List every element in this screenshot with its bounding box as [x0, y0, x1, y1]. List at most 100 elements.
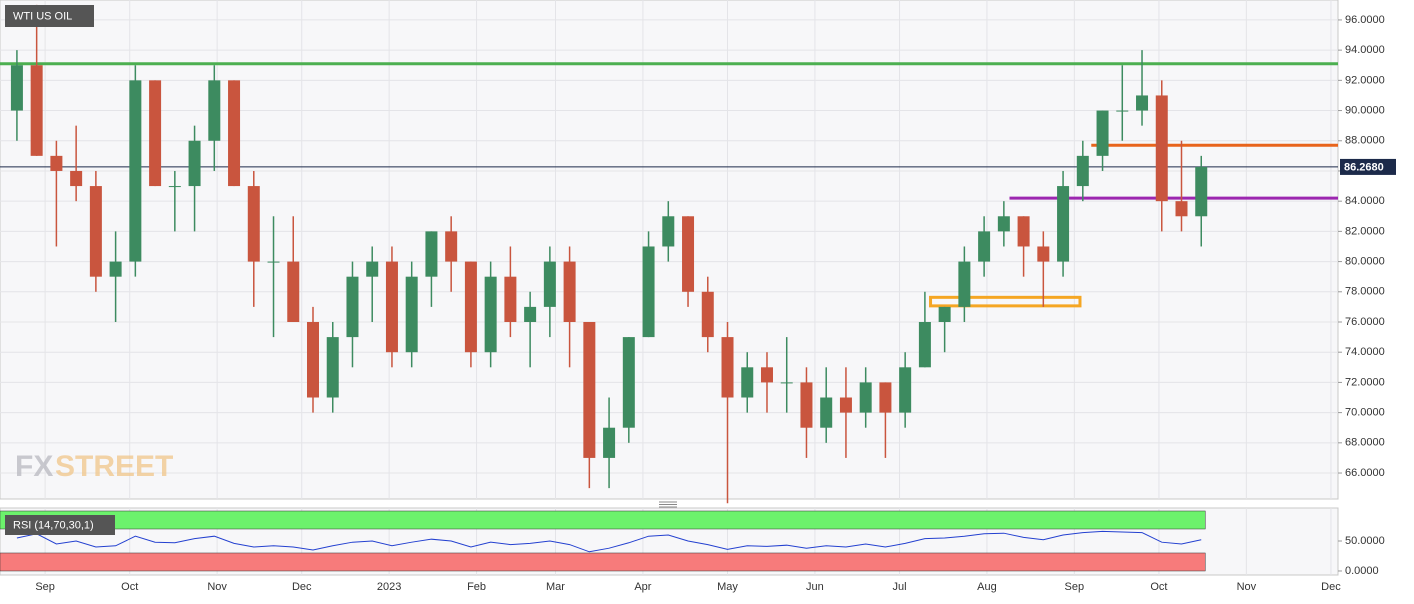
candle-body — [1037, 246, 1050, 262]
candle-body — [405, 276, 418, 353]
candle-body — [50, 155, 63, 171]
candle-body — [642, 246, 655, 338]
candle-body — [504, 276, 517, 322]
labels: Sep Oct Nov Dec 2023 Feb Mar Apr May Jun Jul Aug Sep… — [35, 14, 1396, 593]
candle-body — [30, 65, 43, 156]
candle-body — [228, 80, 241, 187]
candle-body — [445, 231, 458, 262]
x-tick-label: Oct — [121, 581, 138, 593]
candle-body — [1116, 110, 1129, 112]
rsi-tick-label: 0.0000 — [1345, 565, 1379, 577]
candle-body — [326, 337, 339, 398]
candle-body — [938, 306, 951, 322]
candle-body — [978, 231, 991, 262]
y-tick-label: 94.0000 — [1345, 44, 1385, 56]
candle-body — [109, 261, 122, 277]
x-tick-label: Feb — [467, 581, 486, 593]
x-tick-label: Dec — [1321, 581, 1341, 593]
candle-body — [385, 261, 398, 353]
y-tick-label: 72.0000 — [1345, 376, 1385, 388]
rsi-line — [16, 530, 1202, 553]
candle-body — [464, 261, 477, 353]
y-tick-label: 78.0000 — [1345, 286, 1385, 298]
watermark-street: STREET — [55, 450, 173, 483]
y-tick-label: 90.0000 — [1345, 104, 1385, 116]
x-tick-label: Sep — [1065, 581, 1085, 593]
candle-body — [899, 367, 912, 413]
candle-body — [721, 337, 734, 398]
candle-body — [1155, 95, 1168, 202]
candle-body — [10, 65, 23, 111]
x-tick-label: May — [717, 581, 738, 593]
candle-body — [958, 261, 971, 307]
candle-body — [682, 216, 695, 292]
y-tick-label: 80.0000 — [1345, 255, 1385, 267]
candle-body — [1076, 155, 1089, 187]
candle-body — [287, 261, 300, 322]
y-tick-label: 82.0000 — [1345, 225, 1385, 237]
marks — [0, 4, 1338, 572]
candle-body — [188, 140, 201, 187]
y-tick-label: 88.0000 — [1345, 135, 1385, 147]
candle-body — [622, 337, 635, 428]
candle-body — [149, 80, 162, 187]
candle-body — [129, 80, 142, 262]
rsi-band — [0, 510, 1206, 530]
candle-body — [543, 261, 556, 307]
y-tick-label: 96.0000 — [1345, 14, 1385, 26]
candle-body — [208, 80, 221, 141]
rsi-title-box — [5, 515, 115, 535]
candle-body — [563, 261, 576, 322]
candle-body — [425, 231, 438, 277]
y-tick-label: 92.0000 — [1345, 74, 1385, 86]
candle-body — [89, 186, 102, 277]
candle-body — [583, 321, 596, 458]
panel-divider-handle — [659, 501, 677, 508]
x-tick-label: Aug — [977, 581, 997, 593]
y-tick-label: 66.0000 — [1345, 467, 1385, 479]
candle-body — [1096, 110, 1109, 156]
x-tick-label: Nov — [207, 581, 227, 593]
candle-body — [306, 321, 319, 398]
candle-body — [267, 261, 280, 263]
last-price-box — [1340, 158, 1396, 175]
candle-body — [800, 382, 813, 428]
zone-box — [929, 295, 1082, 308]
candle-body — [859, 382, 872, 413]
candle-body — [366, 261, 379, 277]
candle-body — [820, 397, 833, 428]
x-tick-label: Nov — [1237, 581, 1257, 593]
x-tick-label: Jul — [892, 581, 906, 593]
candle-body — [1195, 166, 1208, 217]
candle-body — [1057, 186, 1070, 262]
y-tick-label: 84.0000 — [1345, 195, 1385, 207]
candle-body — [701, 291, 714, 338]
candle-body — [1136, 95, 1149, 111]
candle-body — [1175, 201, 1188, 217]
rsi-tick-label: 50.0000 — [1345, 535, 1385, 547]
title-box — [5, 5, 94, 27]
candle-body — [1017, 216, 1030, 247]
candle-body — [879, 382, 892, 413]
candle-body — [839, 397, 852, 413]
candle-body — [662, 216, 675, 247]
candle-body — [997, 216, 1010, 232]
x-tick-label: Oct — [1150, 581, 1167, 593]
rsi-title: RSI (14,70,30,1) — [13, 519, 94, 531]
chart-title: WTI US OIL — [13, 10, 72, 22]
candle-body — [168, 186, 181, 188]
candle-body — [603, 427, 616, 458]
y-tick-label: 74.0000 — [1345, 346, 1385, 358]
candle-body — [484, 276, 497, 353]
y-tick-label: 68.0000 — [1345, 437, 1385, 449]
y-tick-label: 70.0000 — [1345, 407, 1385, 419]
candle-body — [760, 367, 773, 383]
candle-body — [741, 367, 754, 398]
watermark-fx: FX — [15, 450, 53, 483]
candle-body — [247, 186, 260, 262]
rsi-band — [0, 552, 1206, 572]
candle-body — [346, 276, 359, 338]
last-price-label: 86.2680 — [1344, 161, 1384, 173]
candle-body — [70, 170, 83, 187]
